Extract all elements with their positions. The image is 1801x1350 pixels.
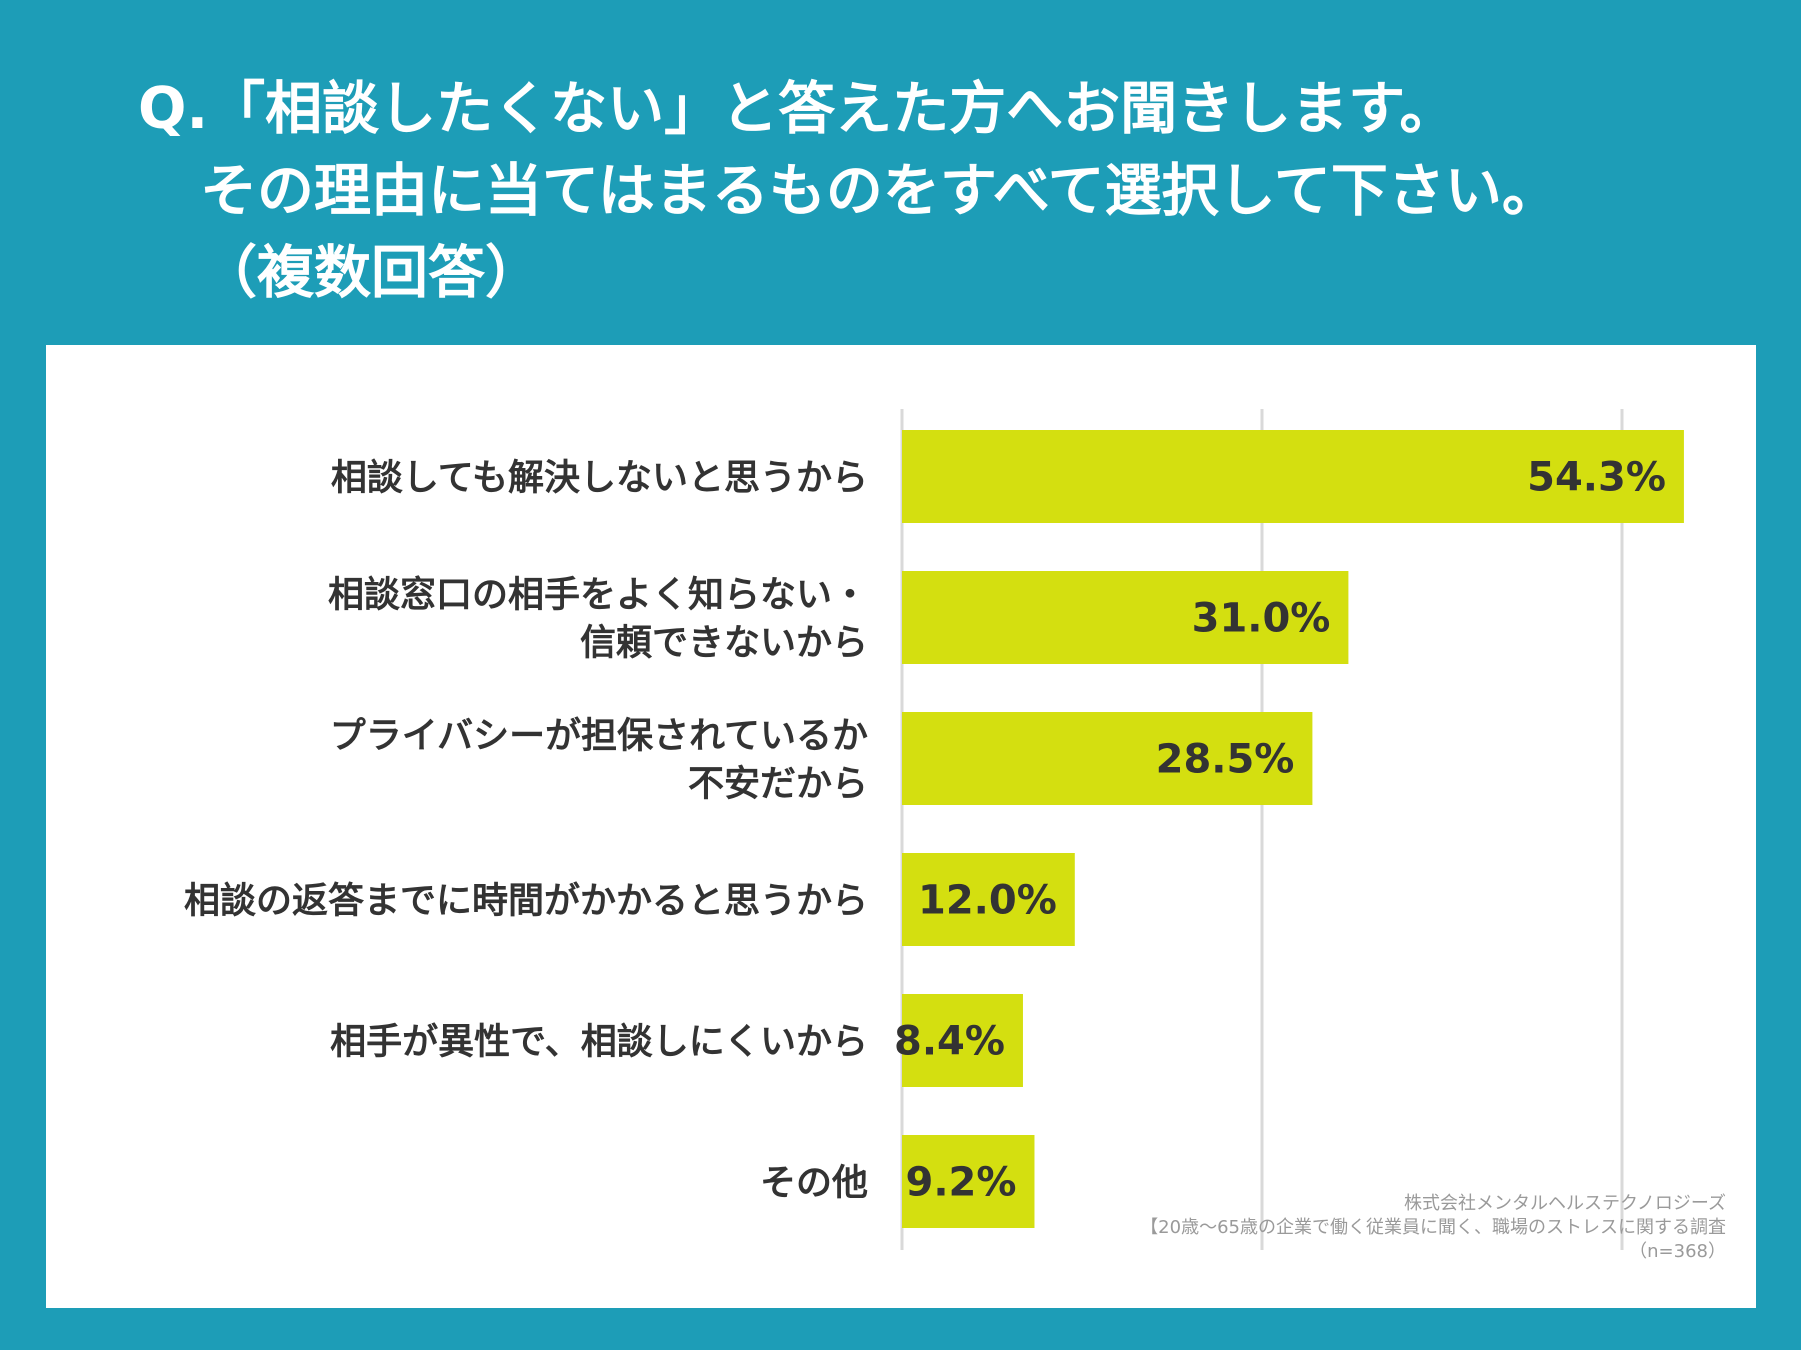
chart-title-line-2: その理由に当てはまるものをすべて選択して下さい。 <box>200 158 1559 224</box>
bar-3 <box>902 853 1075 946</box>
bar-chart: 54.3% 相談しても解決しないと思うから 31.0% 相談窓口の相手をよく知らない・… <box>184 409 1684 1250</box>
bar-1 <box>902 571 1349 664</box>
value-label-0: 54.3% <box>1527 455 1666 501</box>
category-label-0: 相談しても解決しないと思うから <box>331 458 868 499</box>
value-label-5: 9.2% <box>906 1160 1017 1206</box>
source-company: 株式会社メンタルヘルステクノロジーズ <box>1403 1193 1726 1214</box>
source-note: 株式会社メンタルヘルステクノロジーズ 【20歳〜65歳の企業で働く従業員に聞く、… <box>1140 1192 1726 1264</box>
chart-panel: 54.3% 相談しても解決しないと思うから 31.0% 相談窓口の相手をよく知らない・… <box>46 345 1756 1308</box>
value-label-3: 12.0% <box>918 878 1057 924</box>
category-label-1: 相談窓口の相手をよく知らない・信頼できないから <box>328 575 868 664</box>
bar-0 <box>902 430 1684 523</box>
source-sample-size: （n=368） <box>1629 1241 1726 1262</box>
source-survey: 【20歳〜65歳の企業で働く従業員に聞く、職場のストレスに関する調査 <box>1140 1217 1726 1238</box>
chart-title: Q.「相談したくない」と答えた方へお聞きします。 その理由に当てはまるものをすべ… <box>138 68 1559 314</box>
value-label-1: 31.0% <box>1192 596 1331 642</box>
category-label-4: 相手が異性で、相談しにくいから <box>330 1022 868 1063</box>
chart-title-line-1: Q.「相談したくない」と答えた方へお聞きします。 <box>138 76 1457 142</box>
category-label-2: プライバシーが担保されているか不安だから <box>330 716 868 805</box>
category-label-5: その他 <box>760 1163 868 1204</box>
bar-2 <box>902 712 1313 805</box>
category-label-3: 相談の返答までに時間がかかると思うから <box>184 881 868 922</box>
chart-title-line-3: （複数回答） <box>200 240 542 306</box>
bar-4 <box>902 994 1023 1087</box>
value-label-4: 8.4% <box>894 1019 1005 1065</box>
bar-5 <box>902 1135 1035 1228</box>
value-label-2: 28.5% <box>1156 737 1295 783</box>
